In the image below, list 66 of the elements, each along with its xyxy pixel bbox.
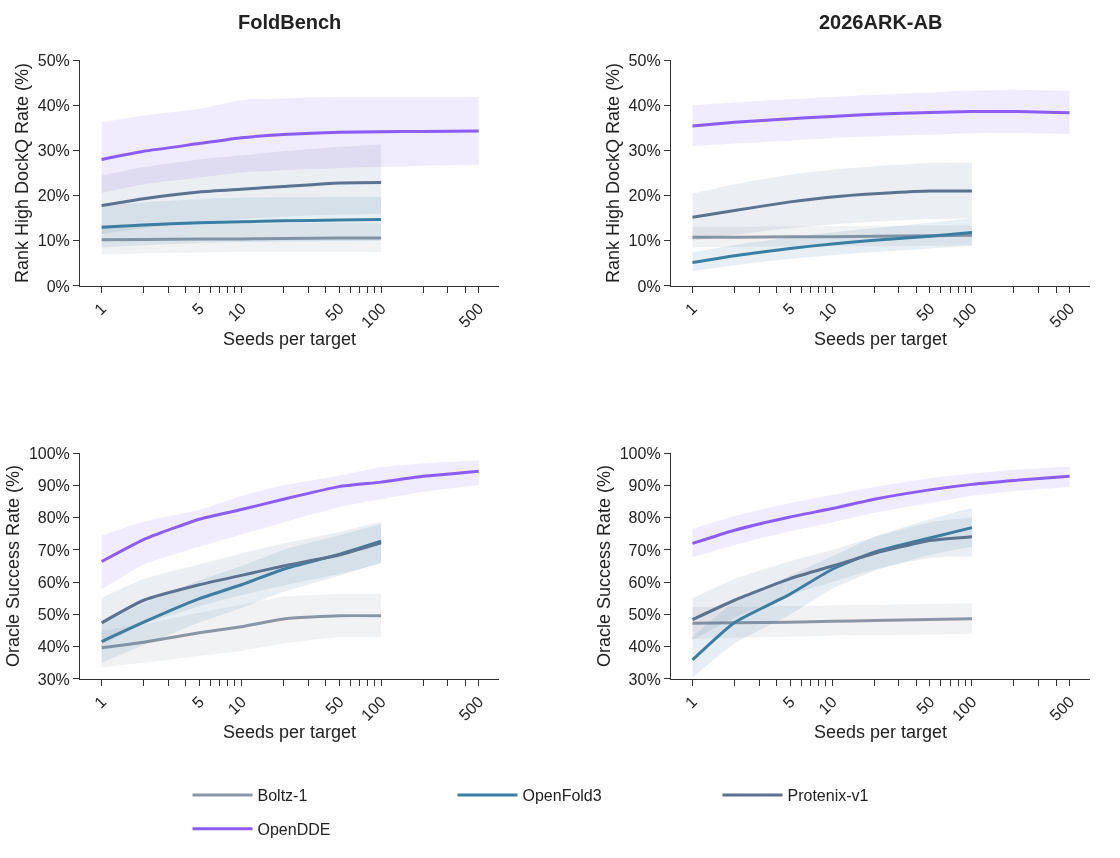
y-tick-label: 10% bbox=[628, 232, 661, 250]
x-tick-label: 50 bbox=[913, 692, 938, 718]
y-tick-label: 10% bbox=[37, 232, 70, 250]
x-tick-label: 100 bbox=[948, 692, 980, 724]
y-tick-label: 90% bbox=[37, 476, 70, 494]
x-tick-label: 1 bbox=[681, 692, 701, 712]
y-tick-label: 30% bbox=[37, 141, 70, 159]
x-tick-label: 1 bbox=[681, 299, 701, 319]
y-tick-label: 60% bbox=[628, 573, 661, 591]
y-tick-label: 80% bbox=[628, 509, 661, 527]
y-tick-label: 30% bbox=[37, 670, 70, 688]
legend-label: Boltz-1 bbox=[257, 787, 308, 805]
x-tick-label: 50 bbox=[322, 692, 347, 718]
y-axis-title: Oracle Success Rate (%) bbox=[593, 465, 614, 668]
y-axis-title: Rank High DockQ Rate (%) bbox=[602, 62, 623, 284]
x-tick-label: 10 bbox=[815, 692, 841, 718]
y-tick-label: 30% bbox=[628, 141, 661, 159]
chart-title: FoldBench bbox=[238, 11, 342, 33]
y-tick-label: 50% bbox=[37, 51, 70, 69]
y-tick-label: 30% bbox=[628, 670, 661, 688]
y-tick-label: 0% bbox=[46, 277, 70, 295]
x-tick-label: 500 bbox=[1046, 692, 1078, 724]
y-tick-label: 20% bbox=[628, 187, 661, 205]
x-tick-label: 500 bbox=[455, 299, 487, 331]
x-tick-label: 50 bbox=[913, 299, 938, 325]
y-tick-label: 20% bbox=[37, 187, 70, 205]
legend-label: OpenFold3 bbox=[522, 787, 602, 805]
x-tick-label: 10 bbox=[224, 299, 250, 325]
y-tick-label: 40% bbox=[628, 96, 661, 114]
y-tick-label: 60% bbox=[37, 573, 70, 591]
chart-title: 2026ARK-AB bbox=[819, 11, 943, 33]
x-tick-label: 100 bbox=[357, 299, 389, 331]
x-tick-label: 1 bbox=[91, 692, 110, 712]
x-tick-label: 5 bbox=[188, 692, 208, 712]
legend-label: OpenDDE bbox=[257, 820, 331, 838]
y-tick-label: 80% bbox=[37, 509, 70, 527]
y-tick-label: 70% bbox=[37, 541, 70, 559]
y-tick-label: 50% bbox=[37, 606, 70, 624]
x-tick-label: 500 bbox=[1046, 299, 1078, 331]
x-tick-label: 1 bbox=[91, 299, 110, 319]
x-tick-label: 10 bbox=[224, 692, 250, 718]
y-tick-label: 0% bbox=[637, 277, 661, 295]
x-tick-label: 50 bbox=[322, 299, 347, 325]
x-tick-label: 10 bbox=[815, 299, 841, 325]
x-tick-label: 100 bbox=[357, 692, 389, 724]
x-axis-title: Seeds per target bbox=[223, 721, 357, 742]
x-axis-title: Seeds per target bbox=[813, 328, 947, 349]
x-axis-title: Seeds per target bbox=[813, 721, 947, 742]
y-tick-label: 40% bbox=[37, 96, 70, 114]
y-tick-label: 100% bbox=[28, 444, 70, 462]
x-tick-label: 5 bbox=[779, 692, 798, 712]
y-tick-label: 40% bbox=[628, 638, 661, 656]
x-tick-label: 500 bbox=[455, 692, 487, 724]
x-axis-title: Seeds per target bbox=[223, 328, 357, 349]
y-axis-title: Rank High DockQ Rate (%) bbox=[11, 62, 32, 284]
y-tick-label: 90% bbox=[628, 476, 661, 494]
y-tick-label: 70% bbox=[628, 541, 661, 559]
legend-label: Protenix-v1 bbox=[787, 787, 869, 805]
y-tick-label: 40% bbox=[37, 638, 70, 656]
x-tick-label: 5 bbox=[779, 299, 798, 319]
y-tick-label: 50% bbox=[628, 51, 661, 69]
y-axis-title: Oracle Success Rate (%) bbox=[3, 465, 24, 668]
y-tick-label: 50% bbox=[628, 606, 661, 624]
x-tick-label: 100 bbox=[948, 299, 980, 331]
y-tick-label: 100% bbox=[619, 444, 661, 462]
x-tick-label: 5 bbox=[188, 299, 208, 319]
